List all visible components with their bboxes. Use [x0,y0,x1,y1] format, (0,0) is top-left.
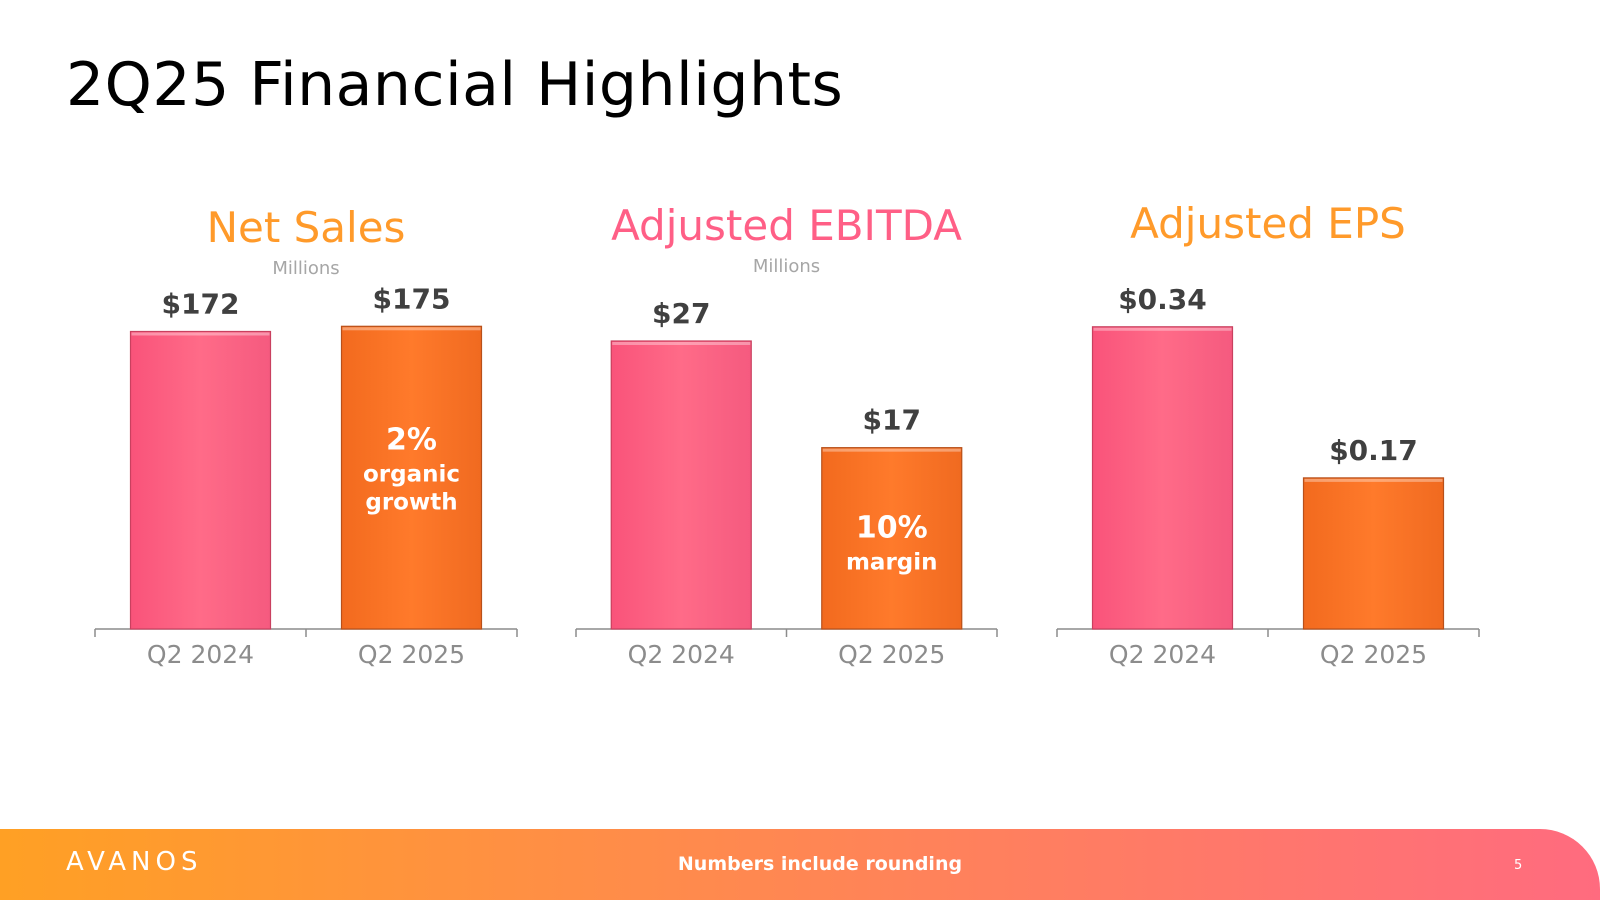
net-sales-bar-q2-2025 [340,325,483,630]
net-sales-tick-label-q2-2025: Q2 2025 [358,640,465,669]
adjusted-eps-value-label-q2-2025: $0.17 [1329,434,1418,467]
adjusted-eps-chart-title: Adjusted EPS [1130,199,1406,248]
adjusted-ebitda-inner-label-value: 10% [856,510,928,545]
adjusted-ebitda-value-label-q2-2025: $17 [863,404,921,437]
net-sales-bar-highlight-q2-2025 [342,327,481,331]
net-sales-units-label: Millions [272,258,339,279]
adjusted-ebitda-units-label: Millions [753,256,820,277]
adjusted-ebitda-chart-title: Adjusted EBITDA [611,201,962,250]
adjusted-ebitda-inner-label-text: margin [846,549,938,575]
adjusted-ebitda-bar-highlight-q2-2024 [612,342,751,345]
adjusted-eps-bar-highlight-q2-2025 [1304,478,1443,482]
net-sales-bar-highlight-q2-2024 [131,332,270,336]
adjusted-ebitda-value-label-q2-2024: $27 [652,297,710,330]
net-sales-value-label-q2-2024: $172 [162,287,240,320]
footer-bar: AVANOS Numbers include rounding 5 [0,829,1600,900]
adjusted-eps-bar-q2-2024 [1091,326,1234,630]
adjusted-eps-value-label-q2-2024: $0.34 [1118,283,1207,316]
adjusted-ebitda-bar-highlight-q2-2025 [822,448,961,452]
net-sales-chart-title: Net Sales [207,203,406,252]
company-logo: AVANOS [66,847,203,877]
page-title: 2Q25 Financial Highlights [66,50,844,120]
net-sales-bar-q2-2024 [129,330,272,630]
net-sales-inner-label-value: 2% [386,422,437,457]
footer-note: Numbers include rounding [677,853,963,875]
adjusted-eps-bar-highlight-q2-2024 [1093,327,1232,331]
adjusted-ebitda-tick-label-q2-2024: Q2 2024 [628,640,735,669]
adjusted-ebitda-tick-label-q2-2025: Q2 2025 [838,640,945,669]
adjusted-eps-tick-label-q2-2025: Q2 2025 [1320,640,1427,669]
adjusted-ebitda-bar-q2-2025 [821,447,963,630]
adjusted-eps-tick-label-q2-2024: Q2 2024 [1109,640,1216,669]
adjusted-eps-bar-q2-2025 [1302,477,1445,630]
net-sales-value-label-q2-2025: $175 [373,282,451,315]
adjusted-ebitda-bar-q2-2024 [610,340,752,630]
net-sales-inner-label-text: growth [365,489,457,515]
page-number: 5 [1514,858,1523,873]
net-sales-inner-label-text: organic [363,461,460,487]
net-sales-tick-label-q2-2024: Q2 2024 [147,640,254,669]
